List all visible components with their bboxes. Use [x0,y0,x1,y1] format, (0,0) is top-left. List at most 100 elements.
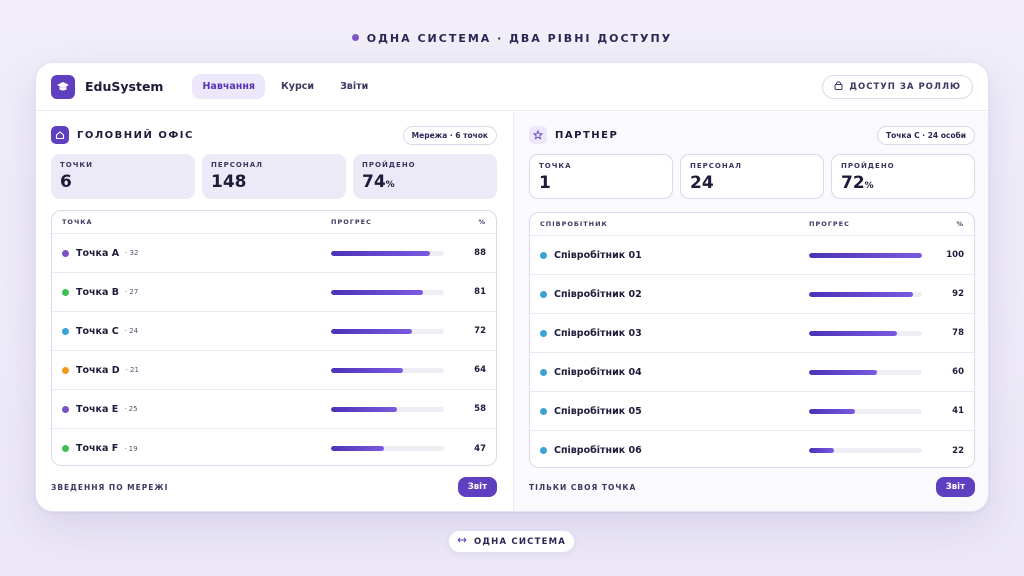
stat-label: ПЕРСОНАЛ [211,161,263,169]
nav-item-reports[interactable]: Звіти [340,81,369,92]
stat-value: 148 [211,172,247,192]
row-name: Точка D [76,364,120,376]
progress-bar [809,408,922,414]
row-name: Співробітник 04 [554,366,642,378]
status-dot [540,447,547,454]
progress-bar [809,369,922,375]
point-pill: Точка C · 24 особи [876,125,975,145]
status-dot [62,288,69,296]
row-percent: 60 [952,367,964,377]
stat-value: 24 [690,173,714,193]
progress-bar [331,250,444,256]
row-percent: 81 [474,287,486,297]
status-dot [540,329,547,337]
row-name: Точка E [76,403,119,415]
row-name: Точка A [76,247,120,259]
table-row[interactable]: Точка D · 21 64 [52,351,496,390]
main-nav: Навчання Курси Звіти [192,74,378,99]
progress-bar [331,289,444,295]
row-count: · 21 [125,366,139,374]
stat-label: ПЕРСОНАЛ [690,162,742,170]
table-row[interactable]: Співробітник 01 100 [530,236,974,275]
stat-label: ПРОЙДЕНО [362,161,416,169]
progress-fill [809,330,898,336]
progress-bar [331,328,444,334]
panel-footer: ТІЛЬКИ СВОЯ ТОЧКА Звіт [529,477,975,497]
stats-row: ТОЧКА 1 ПЕРСОНАЛ 24 ПРОЙДЕНО 72% [529,154,975,199]
progress-bar [809,448,922,453]
col-name-header: ТОЧКА [62,218,93,226]
status-dot [540,368,547,376]
footer-label: ТІЛЬКИ СВОЯ ТОЧКА [529,482,637,492]
table-row[interactable]: Точка A · 32 88 [52,234,496,273]
table-header: ТОЧКА ПРОГРЕС % [52,211,496,234]
row-percent: 100 [946,250,964,260]
table-row[interactable]: Співробітник 05 41 [530,392,974,431]
progress-fill [331,446,385,451]
stat-value: 72% [841,173,874,193]
role-access-button[interactable]: ДОСТУП ЗА РОЛЛЮ [822,74,973,99]
progress-bar [809,330,922,336]
status-dot [62,445,69,452]
stat-card: ТОЧКИ 6 [51,154,195,199]
app-title: EduSystem [85,79,164,94]
status-dot [62,366,69,374]
caption-dot [351,34,359,41]
table-row[interactable]: Співробітник 06 22 [530,431,974,467]
row-name: Співробітник 01 [554,249,642,261]
table-row[interactable]: Співробітник 04 60 [530,353,974,392]
row-name: Точка F [76,443,119,454]
report-button[interactable]: Звіт [457,477,497,497]
progress-bar [331,406,444,412]
row-percent: 92 [952,289,964,299]
stat-label: ПРОЙДЕНО [841,162,895,170]
table-row[interactable]: Співробітник 03 78 [530,314,974,353]
table-row[interactable]: Точка F · 19 47 [52,429,496,465]
panel-title: ГОЛОВНИЙ ОФІС [77,129,194,141]
row-name: Співробітник 06 [554,445,642,456]
status-dot [540,407,547,415]
progress-fill [331,289,423,295]
progress-fill [331,250,431,256]
progress-fill [809,369,877,375]
panel-header: ПАРТНЕР Точка C · 24 особи [529,125,975,145]
stat-label: ТОЧКА [539,162,572,170]
panel-title: ПАРТНЕР [555,129,619,141]
table-row[interactable]: Точка C · 24 72 [52,312,496,351]
row-name: Точка B [76,286,119,298]
progress-bar [331,367,444,373]
network-pill: Мережа · 6 точок [402,125,497,145]
caption-text: ОДНА СИСТЕМА · ДВА РІВНІ ДОСТУПУ [366,32,673,45]
nav-item-courses[interactable]: Курси [281,81,315,92]
partner-panel: ПАРТНЕР Точка C · 24 особи ТОЧКА 1 ПЕРСО… [513,112,988,511]
table-row[interactable]: Співробітник 02 92 [530,275,974,314]
status-dot [62,327,69,335]
report-button[interactable]: Звіт [935,477,975,497]
table-body: Точка A · 32 88 Точка B · 27 81 Точка C · 24 72 Т… [52,234,496,465]
stat-card: ТОЧКА 1 [529,154,673,199]
col-pct-header: % [478,218,486,226]
nav-item-learning[interactable]: Навчання [192,74,266,99]
status-dot [62,249,69,257]
row-percent: 22 [952,445,964,456]
row-count: · 27 [124,288,139,296]
stat-card: ПЕРСОНАЛ 24 [680,154,824,199]
col-name-header: СПІВРОБІТНИК [540,220,608,228]
table-row[interactable]: Точка E · 25 58 [52,390,496,429]
row-percent: 88 [474,248,486,258]
row-percent: 58 [474,404,486,414]
row-name: Співробітник 02 [554,288,642,300]
row-count: · 32 [125,249,139,257]
progress-bar [809,252,922,258]
table-row[interactable]: Точка B · 27 81 [52,273,496,312]
stat-label: ТОЧКИ [60,161,93,169]
swap-arrows-icon [457,536,467,547]
stat-value: 74% [362,172,395,192]
row-count: · 24 [124,327,139,335]
stat-card: ПРОЙДЕНО 72% [831,154,975,199]
progress-fill [331,367,404,373]
graduation-cap-icon[interactable] [51,74,75,99]
col-pct-header: % [956,220,964,228]
progress-fill [331,406,397,412]
one-system-badge: ОДНА СИСТЕМА [448,530,575,553]
